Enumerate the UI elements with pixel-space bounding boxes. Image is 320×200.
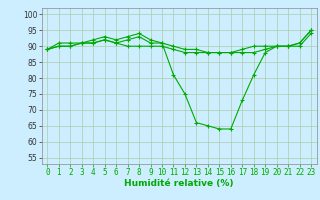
X-axis label: Humidité relative (%): Humidité relative (%) bbox=[124, 179, 234, 188]
